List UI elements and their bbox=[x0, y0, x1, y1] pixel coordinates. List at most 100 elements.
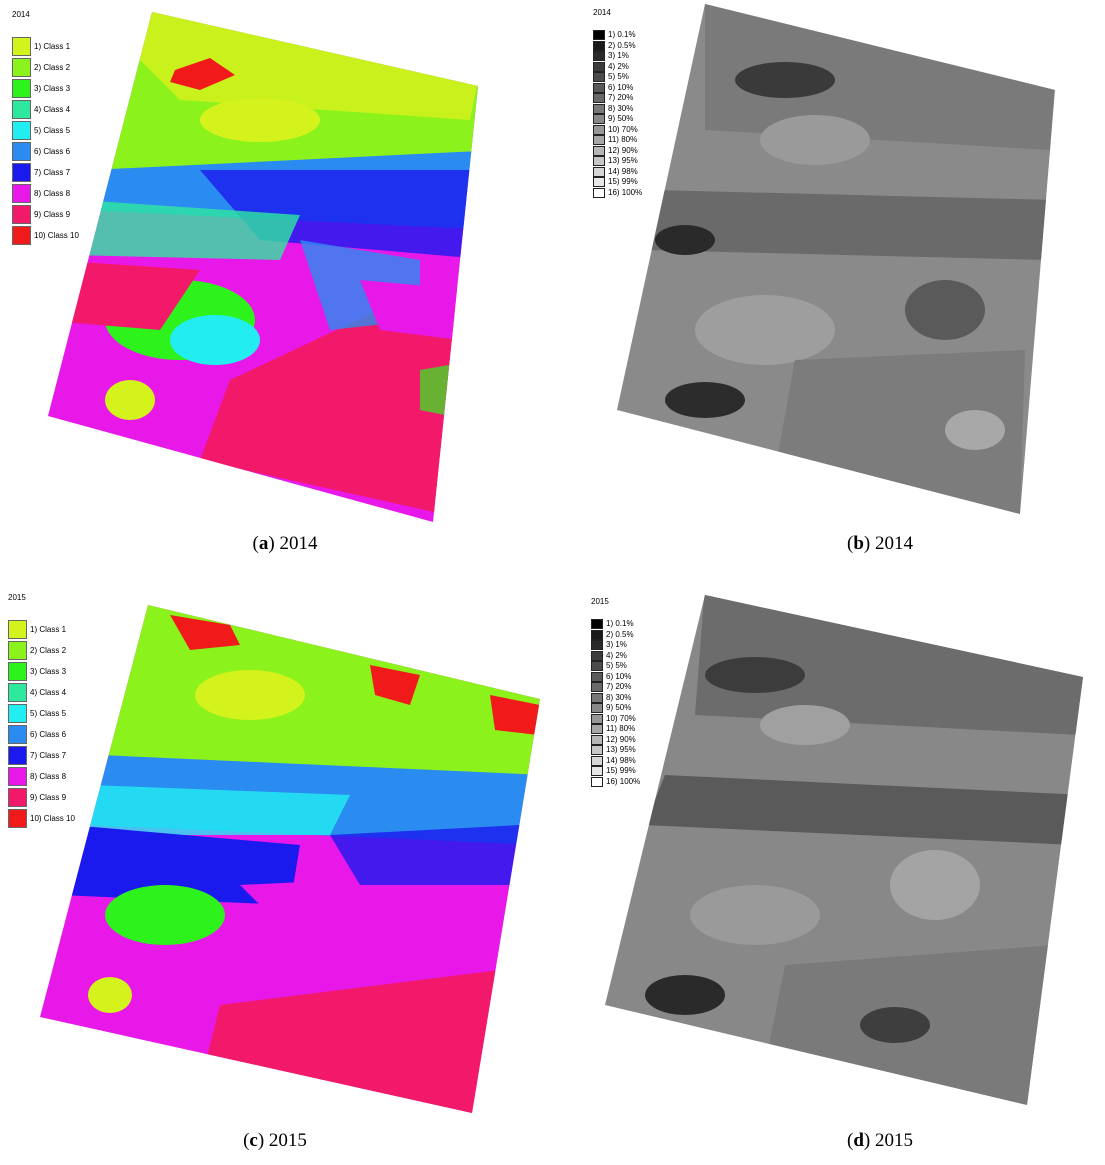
caption-letter: a bbox=[258, 533, 269, 554]
legend-item: 2) Class 2 bbox=[8, 640, 75, 661]
legend-label: 6) Class 6 bbox=[34, 146, 71, 156]
gray-legend-d: 2015 1) 0.1% 2) 0.5% 3) 1% 4) 2% 5) 5% 6) 10%… bbox=[591, 597, 681, 837]
legend-label: 7) 20% bbox=[606, 682, 632, 692]
legend-swatch bbox=[593, 72, 605, 83]
legend-swatch bbox=[593, 40, 605, 51]
class-legend-c: 2015 1) Class 1 2) Class 2 3) Class 3 4) Cl… bbox=[8, 593, 98, 833]
caption-year: 2014 bbox=[279, 533, 318, 554]
legend-item: 8) Class 8 bbox=[8, 766, 75, 787]
legend-swatch bbox=[591, 713, 603, 724]
legend-swatch bbox=[593, 166, 605, 177]
legend-label: 8) 30% bbox=[608, 103, 634, 113]
legend-label: 10) Class 10 bbox=[34, 230, 79, 240]
legend-item: 11) 80% bbox=[591, 724, 640, 735]
legend-label: 13) 95% bbox=[608, 156, 638, 166]
caption-letter: b bbox=[853, 533, 864, 554]
legend-label: 13) 95% bbox=[606, 745, 636, 755]
legend-label: 16) 100% bbox=[606, 776, 641, 786]
legend-swatch bbox=[591, 766, 603, 777]
legend-item: 10) Class 10 bbox=[12, 225, 79, 246]
legend-swatch bbox=[8, 767, 27, 786]
legend-label: 5) 5% bbox=[608, 72, 629, 82]
legend-label: 7) Class 7 bbox=[30, 750, 67, 760]
legend-item: 1) 0.1% bbox=[593, 30, 642, 41]
legend-item: 13) 95% bbox=[591, 745, 640, 756]
classified-map-2014 bbox=[48, 12, 478, 522]
caption-letter: d bbox=[853, 1130, 864, 1151]
legend-item: 5) Class 5 bbox=[8, 703, 75, 724]
legend-item: 4) Class 4 bbox=[12, 99, 79, 120]
legend-item: 5) Class 5 bbox=[12, 120, 79, 141]
legend-label: 4) Class 4 bbox=[30, 687, 67, 697]
legend-item: 2) 0.5% bbox=[591, 629, 640, 641]
legend-item: 9) Class 9 bbox=[8, 787, 75, 808]
legend-label: 3) Class 3 bbox=[34, 83, 71, 93]
legend-label: 2) 0.5% bbox=[608, 40, 636, 50]
legend-swatch bbox=[593, 177, 605, 188]
caption-year: 2014 bbox=[874, 533, 913, 554]
legend-label: 4) 2% bbox=[606, 650, 627, 660]
legend-item: 1) Class 1 bbox=[12, 36, 79, 57]
legend-item: 3) Class 3 bbox=[8, 661, 75, 682]
legend-swatch bbox=[8, 788, 27, 807]
legend-swatch bbox=[8, 809, 27, 828]
panel-c: 2015 1) Class 1 2) Class 2 3) Class 3 4) Cl… bbox=[0, 585, 550, 1165]
legend-swatch bbox=[12, 205, 31, 224]
legend-label: 6) Class 6 bbox=[30, 729, 67, 739]
legend-rows: 1) Class 1 2) Class 2 3) Class 3 4) Class 4… bbox=[8, 619, 75, 829]
legend-label: 9) Class 9 bbox=[30, 792, 67, 802]
legend-item: 16) 100% bbox=[591, 776, 641, 788]
legend-item: 10) Class 10 bbox=[8, 808, 75, 829]
legend-item: 2) 0.5% bbox=[593, 40, 642, 52]
legend-label: 12) 90% bbox=[606, 734, 636, 744]
legend-item: 9) 50% bbox=[591, 703, 640, 714]
panel-d: 2015 1) 0.1% 2) 0.5% 3) 1% 4) 2% 5) 5% 6) 10%… bbox=[555, 585, 1105, 1165]
legend-item: 6) Class 6 bbox=[8, 724, 75, 745]
legend-rows: 1) 0.1% 2) 0.5% 3) 1% 4) 2% 5) 5% 6) 10% 7) 20… bbox=[591, 619, 640, 787]
legend-label: 1) 0.1% bbox=[606, 619, 634, 629]
legend-item: 5) 5% bbox=[591, 661, 640, 672]
legend-label: 1) 0.1% bbox=[608, 30, 636, 40]
legend-label: 6) 10% bbox=[606, 671, 632, 681]
legend-item: 11) 80% bbox=[593, 135, 642, 146]
legend-item: 12) 90% bbox=[591, 734, 640, 746]
legend-item: 10) 70% bbox=[591, 713, 640, 725]
legend-swatch bbox=[593, 30, 605, 41]
legend-swatch bbox=[591, 671, 603, 682]
legend-swatch bbox=[591, 776, 603, 787]
legend-label: 3) 1% bbox=[606, 640, 627, 650]
legend-swatch bbox=[12, 142, 31, 161]
legend-swatch bbox=[12, 184, 31, 203]
classified-map-2015 bbox=[40, 605, 540, 1113]
caption-letter: c bbox=[249, 1130, 258, 1151]
legend-label: 8) Class 8 bbox=[34, 188, 71, 198]
legend-swatch bbox=[12, 79, 31, 98]
legend-item: 3) Class 3 bbox=[12, 78, 79, 99]
legend-swatch bbox=[593, 187, 605, 198]
legend-swatch bbox=[12, 226, 31, 245]
legend-label: 9) 50% bbox=[608, 114, 634, 124]
legend-item: 8) 30% bbox=[593, 103, 642, 115]
legend-swatch bbox=[591, 640, 603, 651]
gray-legend-b: 2014 1) 0.1% 2) 0.5% 3) 1% 4) 2% 5) 5% 6) 10%… bbox=[593, 8, 683, 248]
legend-title: 2015 bbox=[591, 597, 609, 606]
legend-swatch bbox=[8, 683, 27, 702]
legend-swatch bbox=[593, 145, 605, 156]
legend-item: 3) 1% bbox=[593, 51, 642, 62]
legend-item: 1) Class 1 bbox=[8, 619, 75, 640]
panel-a: 2014 1) Class 1 2) Class 2 3) Class 3 4) Cl… bbox=[0, 0, 550, 570]
legend-item: 7) Class 7 bbox=[8, 745, 75, 766]
grayscale-map-2015 bbox=[605, 595, 1083, 1105]
class-legend-a: 2014 1) Class 1 2) Class 2 3) Class 3 4) Cl… bbox=[12, 10, 102, 250]
legend-item: 14) 98% bbox=[591, 755, 640, 767]
legend-swatch bbox=[8, 620, 27, 639]
legend-swatch bbox=[593, 93, 605, 104]
grayscale-map-2014 bbox=[617, 4, 1055, 514]
legend-label: 4) 2% bbox=[608, 61, 629, 71]
legend-rows: 1) Class 1 2) Class 2 3) Class 3 4) Class 4… bbox=[12, 36, 79, 246]
legend-item: 8) 30% bbox=[591, 692, 640, 704]
legend-swatch bbox=[593, 82, 605, 93]
caption-d: (d) 2015 bbox=[847, 1130, 913, 1151]
legend-swatch bbox=[593, 135, 605, 146]
legend-label: 7) Class 7 bbox=[34, 167, 71, 177]
